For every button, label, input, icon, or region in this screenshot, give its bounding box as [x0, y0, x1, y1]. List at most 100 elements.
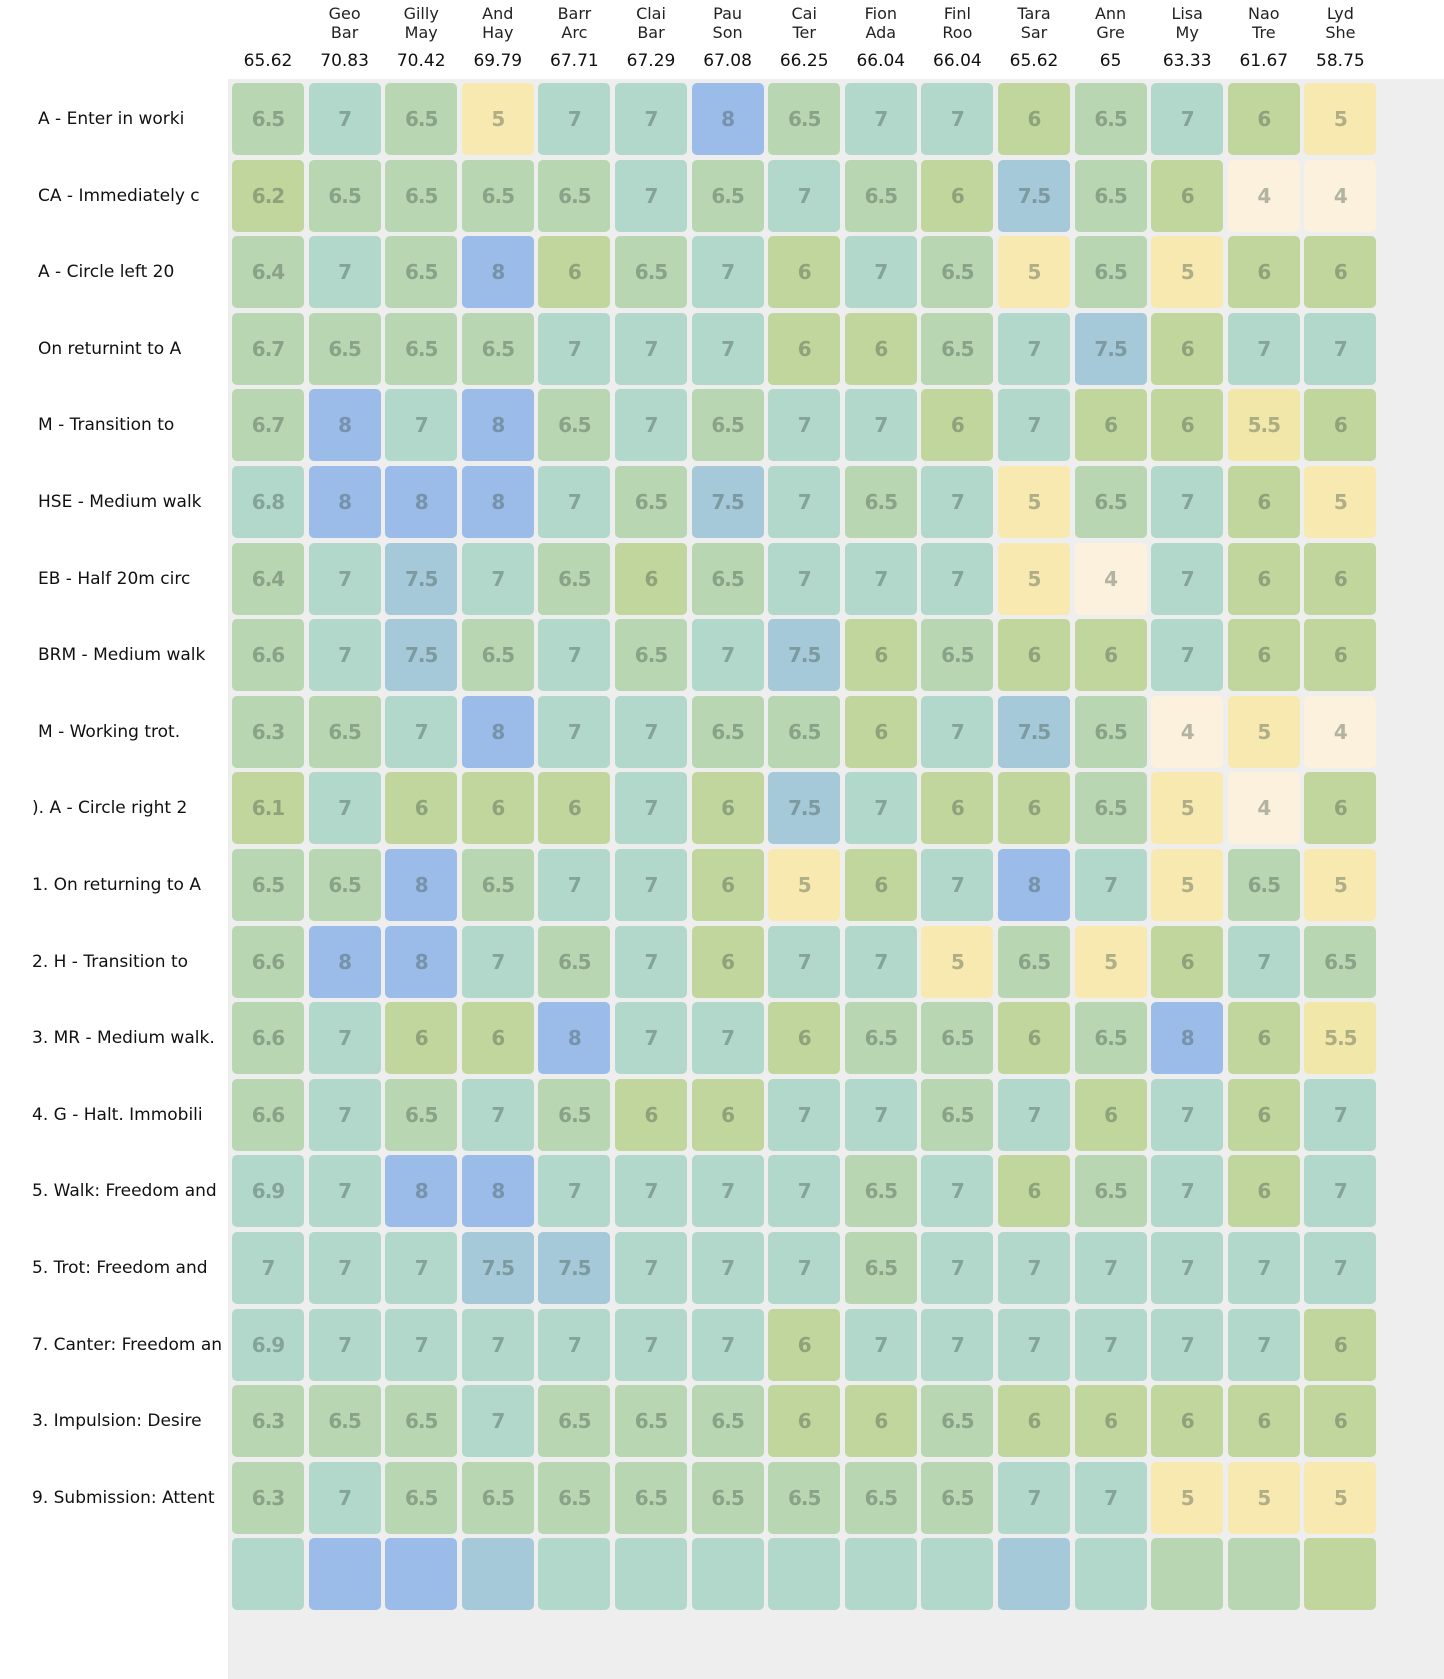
heatmap-cell: 6.6 [232, 619, 304, 692]
heatmap-cell: 6.5 [538, 1461, 611, 1534]
column-header-text: Barr [557, 4, 592, 23]
row-label: A - Circle left 20 [38, 262, 175, 283]
heatmap-cell: 6.5 [232, 849, 304, 921]
heatmap-cell: 6 [691, 1078, 764, 1151]
heatmap-cell: 7 [615, 1002, 687, 1075]
heatmap-cell: 7 [461, 542, 534, 615]
heatmap-cell: 7 [615, 772, 687, 845]
column-header-text: Bar [330, 23, 359, 42]
heatmap-cell: 7 [538, 312, 611, 385]
heatmap-cell: 7 [538, 849, 611, 921]
heatmap-cell: 7 [844, 1308, 917, 1381]
column-header-text: Lisa [1171, 4, 1203, 23]
heatmap-cell: 5.5 [1227, 389, 1300, 462]
heatmap-cell: 7 [615, 1308, 687, 1381]
heatmap-cell: 6.3 [232, 695, 304, 768]
column-header: Finl Roo [919, 4, 995, 44]
row-label: ). A - Circle right 2 [32, 798, 188, 819]
heatmap-cell: 6.5 [615, 619, 687, 692]
heatmap-cell: 7 [538, 466, 611, 538]
heatmap-cell: 5 [1151, 772, 1224, 845]
heatmap-cell-partial [461, 1538, 534, 1611]
heatmap-cell: 7 [308, 1232, 381, 1304]
heatmap-cell: 7 [308, 1308, 381, 1381]
heatmap-cell: 6.5 [308, 695, 381, 768]
heatmap-cell: 6.5 [615, 236, 687, 309]
heatmap-cell: 5 [1227, 1461, 1300, 1534]
heatmap-cell: 6 [1227, 83, 1300, 155]
row-label: 3. MR - Medium walk. [32, 1028, 215, 1049]
heatmap-cell: 6.5 [461, 159, 534, 232]
heatmap-cell: 6.5 [998, 925, 1070, 998]
heatmap-cell: 7 [461, 1078, 534, 1151]
heatmap-cell: 6.5 [921, 1078, 994, 1151]
heatmap-cell: 7 [921, 83, 994, 155]
column-header-text: Geo [328, 4, 361, 23]
heatmap-cell: 6.5 [921, 1461, 994, 1534]
heatmap-cell: 8 [385, 849, 458, 921]
heatmap-cell-partial [1151, 1538, 1224, 1611]
heatmap-cell: 6.5 [1074, 1002, 1147, 1075]
heatmap-cell: 7 [308, 83, 381, 155]
heatmap-cell: 6.5 [1074, 83, 1147, 155]
heatmap-cell: 6.5 [1074, 772, 1147, 845]
column-total: 65.62 [1009, 51, 1059, 71]
heatmap-cell: 7 [615, 695, 687, 768]
heatmap-cell: 6 [844, 619, 917, 692]
heatmap-cell: 8 [691, 83, 764, 155]
heatmap-cell: 6.5 [1074, 695, 1147, 768]
heatmap-cell: 6.5 [691, 1461, 764, 1534]
column-header: Barr Arc [536, 4, 612, 44]
heatmap-cell: 7 [538, 1308, 611, 1381]
heatmap-cell-partial [538, 1538, 611, 1611]
heatmap-cell: 7 [768, 542, 841, 615]
heatmap-cell: 7 [1151, 619, 1224, 692]
heatmap-cell: 6 [1304, 619, 1377, 692]
row-label: BRM - Medium walk [38, 645, 206, 666]
heatmap-cell: 6.6 [232, 1002, 304, 1075]
heatmap-cell-partial [1304, 1538, 1377, 1611]
heatmap-cell: 7 [1227, 312, 1300, 385]
heatmap-cell: 6.5 [308, 312, 381, 385]
heatmap-cell: 5 [1227, 695, 1300, 768]
column-header-text: My [1175, 23, 1199, 42]
column-header-text: Bar [637, 23, 665, 42]
heatmap-cell: 5 [998, 542, 1070, 615]
heatmap-cell: 6 [1304, 1385, 1377, 1458]
heatmap-cell: 6 [1227, 1078, 1300, 1151]
heatmap-cell: 6.5 [385, 159, 458, 232]
heatmap-cell: 7.5 [538, 1232, 611, 1304]
heatmap-cell: 6 [691, 849, 764, 921]
heatmap-cell: 7 [844, 542, 917, 615]
heatmap-cell: 7 [998, 1308, 1070, 1381]
heatmap-cell: 6.5 [461, 619, 534, 692]
heatmap-cell: 7 [538, 619, 611, 692]
heatmap-cell: 5 [1151, 236, 1224, 309]
heatmap-cell: 7 [998, 312, 1070, 385]
column-header: Ann Gre [1073, 4, 1149, 44]
heatmap-cell: 7 [615, 389, 687, 462]
column-header-text: Lyd [1326, 4, 1354, 23]
heatmap-cell: 6.5 [844, 1461, 917, 1534]
heatmap-cell: 6 [615, 1078, 687, 1151]
heatmap-cell: 5 [1151, 1461, 1224, 1534]
heatmap-cell: 7 [844, 925, 917, 998]
heatmap-cell: 7 [998, 1232, 1070, 1304]
heatmap-cell: 6 [1074, 619, 1147, 692]
heatmap-cell: 8 [461, 389, 534, 462]
heatmap-cell: 7 [1151, 83, 1224, 155]
heatmap-cell: 7 [308, 1461, 381, 1534]
heatmap-cell: 6.5 [768, 83, 841, 155]
heatmap-cell: 7 [308, 236, 381, 309]
row-label: 2. H - Transition to [32, 951, 189, 972]
column-total: 65 [1099, 51, 1122, 71]
heatmap-cell: 6 [768, 1308, 841, 1381]
heatmap-cell: 7 [921, 849, 994, 921]
heatmap-cell: 6 [1151, 1385, 1224, 1458]
heatmap-cell: 6.5 [538, 1078, 611, 1151]
heatmap-cell: 6.5 [385, 312, 458, 385]
heatmap-cell: 7 [921, 1308, 994, 1381]
heatmap-cell: 7 [1227, 925, 1300, 998]
heatmap-cell: 6.6 [232, 925, 304, 998]
heatmap-cell: 6 [1304, 1308, 1377, 1381]
